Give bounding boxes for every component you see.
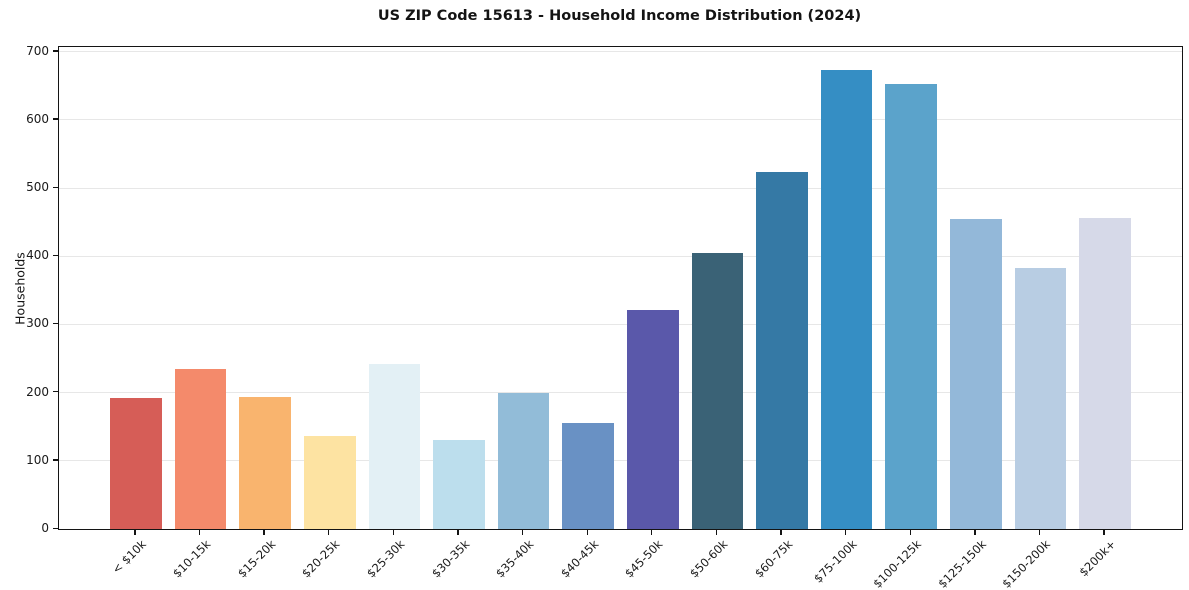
x-tick-mark-15 bbox=[1103, 529, 1105, 535]
gridline-y500 bbox=[59, 187, 1182, 189]
x-tick-label-8: $45-50k bbox=[622, 537, 666, 581]
bar-45-50k bbox=[626, 310, 679, 529]
y-tick-mark-400 bbox=[53, 254, 58, 257]
x-tick-mark-6 bbox=[521, 529, 524, 535]
gridline-y300 bbox=[59, 323, 1182, 325]
bar-150-200k bbox=[1014, 267, 1067, 529]
bar-125-150k bbox=[950, 219, 1002, 529]
y-tick-label-100: 100 bbox=[26, 452, 49, 467]
bar-30-35k bbox=[433, 439, 485, 529]
x-tick-label-1: $10-15k bbox=[169, 537, 214, 581]
x-tick-label-2: $15-20k bbox=[234, 537, 279, 581]
chart-title: US ZIP Code 15613 - Household Income Dis… bbox=[377, 8, 862, 24]
y-tick-mark-700 bbox=[53, 50, 58, 52]
y-tick-label-0: 0 bbox=[41, 521, 49, 535]
x-tick-mark-12 bbox=[909, 529, 911, 535]
bar-25-30k bbox=[368, 364, 421, 529]
x-tick-mark-10 bbox=[780, 529, 782, 535]
y-tick-label-600: 600 bbox=[26, 111, 49, 126]
gridline-y700 bbox=[59, 51, 1182, 53]
x-tick-mark-14 bbox=[1038, 529, 1041, 535]
y-tick-label-500: 500 bbox=[26, 180, 49, 195]
bar-75-100k bbox=[820, 69, 873, 529]
y-tick-mark-100 bbox=[53, 459, 58, 461]
y-tick-label-300: 300 bbox=[26, 316, 49, 331]
gridline-y600 bbox=[59, 119, 1182, 121]
x-tick-mark-8 bbox=[651, 529, 653, 535]
gridline-y200 bbox=[59, 392, 1182, 394]
x-tick-mark-5 bbox=[457, 529, 459, 535]
bar-100-125k bbox=[885, 83, 938, 529]
bar-35-40k bbox=[497, 392, 550, 529]
x-tick-label-15: $200k+ bbox=[1075, 537, 1119, 580]
y-tick-mark-200 bbox=[53, 391, 58, 393]
x-tick-mark-13 bbox=[974, 529, 976, 535]
x-tick-label-4: $25-30k bbox=[363, 537, 408, 581]
x-tick-label-10: $60-75k bbox=[751, 537, 795, 581]
bar-10-15k bbox=[174, 369, 227, 529]
x-tick-label-14: $150-200k bbox=[999, 537, 1054, 590]
bar-200k bbox=[1079, 218, 1131, 529]
y-tick-mark-0 bbox=[53, 527, 58, 529]
x-tick-mark-7 bbox=[586, 529, 588, 535]
x-tick-label-13: $125-150k bbox=[935, 537, 989, 590]
bar-50-60k bbox=[691, 252, 744, 529]
x-tick-label-5: $30-35k bbox=[428, 537, 472, 581]
y-tick-label-700: 700 bbox=[26, 43, 49, 58]
x-tick-mark-2 bbox=[263, 529, 265, 535]
x-tick-mark-11 bbox=[845, 529, 847, 535]
x-tick-label-0: < $10k bbox=[109, 537, 149, 577]
plot-area bbox=[58, 46, 1183, 530]
x-tick-label-12: $100-125k bbox=[870, 537, 925, 590]
x-tick-mark-1 bbox=[198, 529, 201, 535]
bar-40-45k bbox=[562, 423, 615, 529]
x-tick-mark-4 bbox=[392, 529, 394, 535]
x-tick-label-6: $35-40k bbox=[493, 537, 537, 581]
x-tick-label-9: $50-60k bbox=[686, 537, 731, 581]
y-tick-label-200: 200 bbox=[26, 384, 49, 399]
x-tick-label-7: $40-45k bbox=[557, 537, 602, 581]
x-tick-mark-0 bbox=[134, 529, 136, 535]
x-tick-mark-3 bbox=[328, 529, 330, 535]
x-tick-mark-9 bbox=[715, 529, 718, 535]
x-tick-label-11: $75-100k bbox=[810, 537, 860, 586]
y-tick-mark-300 bbox=[53, 322, 58, 325]
bar-10k bbox=[110, 398, 162, 529]
x-tick-label-3: $20-25k bbox=[299, 537, 343, 581]
bar-60-75k bbox=[756, 172, 808, 529]
gridline-y100 bbox=[59, 460, 1182, 462]
y-tick-label-400: 400 bbox=[26, 248, 49, 263]
y-tick-mark-500 bbox=[53, 186, 58, 188]
y-tick-mark-600 bbox=[53, 118, 58, 120]
gridline-y400 bbox=[59, 255, 1182, 257]
bar-20-25k bbox=[303, 436, 356, 529]
bar-15-20k bbox=[239, 397, 291, 529]
